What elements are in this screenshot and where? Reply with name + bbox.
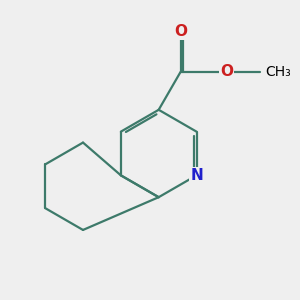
Text: CH₃: CH₃ bbox=[266, 65, 292, 79]
Text: O: O bbox=[174, 24, 187, 39]
Text: N: N bbox=[190, 168, 203, 183]
Text: O: O bbox=[220, 64, 233, 80]
